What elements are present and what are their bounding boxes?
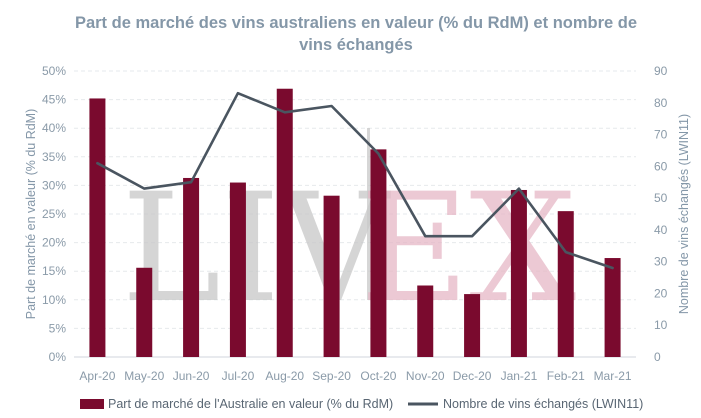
left-tick-label: 30%: [42, 178, 66, 192]
left-tick-label: 35%: [42, 150, 66, 164]
left-tick-label: 45%: [42, 93, 66, 107]
bar: [136, 267, 153, 357]
x-tick-label: Nov-20: [406, 369, 445, 383]
bar: [229, 182, 246, 357]
bar: [510, 189, 527, 357]
right-tick-label: 30: [654, 255, 668, 269]
right-tick-label: 80: [654, 96, 668, 110]
line-series: [96, 91, 614, 270]
left-tick-label: 15%: [42, 264, 66, 278]
x-tick-label: Aug-20: [265, 369, 304, 383]
x-tick-label: Apr-20: [79, 369, 115, 383]
right-tick-label: 40: [654, 223, 668, 237]
legend-label-line: Nombre de vins échangés (LWIN11): [443, 397, 643, 411]
legend-swatch-bar: [80, 399, 104, 409]
bar-series: [89, 88, 621, 358]
left-tick-label: 25%: [42, 207, 66, 221]
right-axis-label: Nombre de vins échangés (LWIN11): [677, 114, 691, 314]
x-tick-label: Mar-21: [594, 369, 632, 383]
legend-label-bar: Part de marché de l'Australie en valeur …: [108, 397, 393, 411]
right-tick-label: 70: [654, 128, 668, 142]
series-line: [96, 91, 614, 270]
left-tick-label: 40%: [42, 121, 66, 135]
right-tick-label: 0: [654, 350, 661, 364]
left-tick-label: 50%: [42, 64, 66, 78]
bar: [557, 211, 574, 357]
right-tick-label: 50: [654, 191, 668, 205]
bar: [604, 258, 621, 357]
bar: [323, 195, 340, 357]
chart-title-line1: Part de marché des vins australiens en v…: [75, 14, 637, 32]
bar: [370, 149, 387, 357]
right-tick-label: 20: [654, 286, 668, 300]
left-tick-label: 10%: [42, 293, 66, 307]
right-tick-label: 10: [654, 318, 668, 332]
bar: [183, 177, 200, 357]
watermark-divider: [367, 128, 370, 300]
chart-title-line2: vins échangés: [299, 36, 413, 54]
left-axis-label: Part de marché en valeur (% du RdM): [24, 109, 38, 320]
legend: Part de marché de l'Australie en valeur …: [80, 397, 643, 411]
x-tick-label: Sep-20: [312, 369, 351, 383]
watermark-liv: LIV: [121, 162, 391, 336]
x-axis-ticks: Apr-20 May-20 Jun-20 Jul-20 Aug-20 Sep-20 Oct-…: [79, 369, 632, 383]
x-tick-label: Feb-21: [547, 369, 585, 383]
left-tick-label: 20%: [42, 236, 66, 250]
x-tick-label: Jun-20: [173, 369, 210, 383]
bar: [89, 98, 106, 358]
right-axis-ticks: 0 10 20 30 40 50 60 70 80 90: [654, 64, 668, 364]
right-tick-label: 60: [654, 159, 668, 173]
right-tick-label: 90: [654, 64, 668, 78]
x-tick-label: Oct-20: [360, 369, 396, 383]
x-tick-label: Dec-20: [453, 369, 492, 383]
left-axis-ticks: 0% 5% 10% 15% 20% 25% 30% 35% 40% 45% 50%: [42, 64, 66, 364]
bar: [417, 285, 434, 357]
x-tick-label: Jan-21: [501, 369, 538, 383]
left-tick-label: 5%: [49, 321, 67, 335]
left-tick-label: 0%: [49, 350, 67, 364]
bar: [276, 88, 293, 358]
x-tick-label: Jul-20: [222, 369, 255, 383]
bar: [464, 294, 481, 357]
x-tick-label: May-20: [124, 369, 164, 383]
